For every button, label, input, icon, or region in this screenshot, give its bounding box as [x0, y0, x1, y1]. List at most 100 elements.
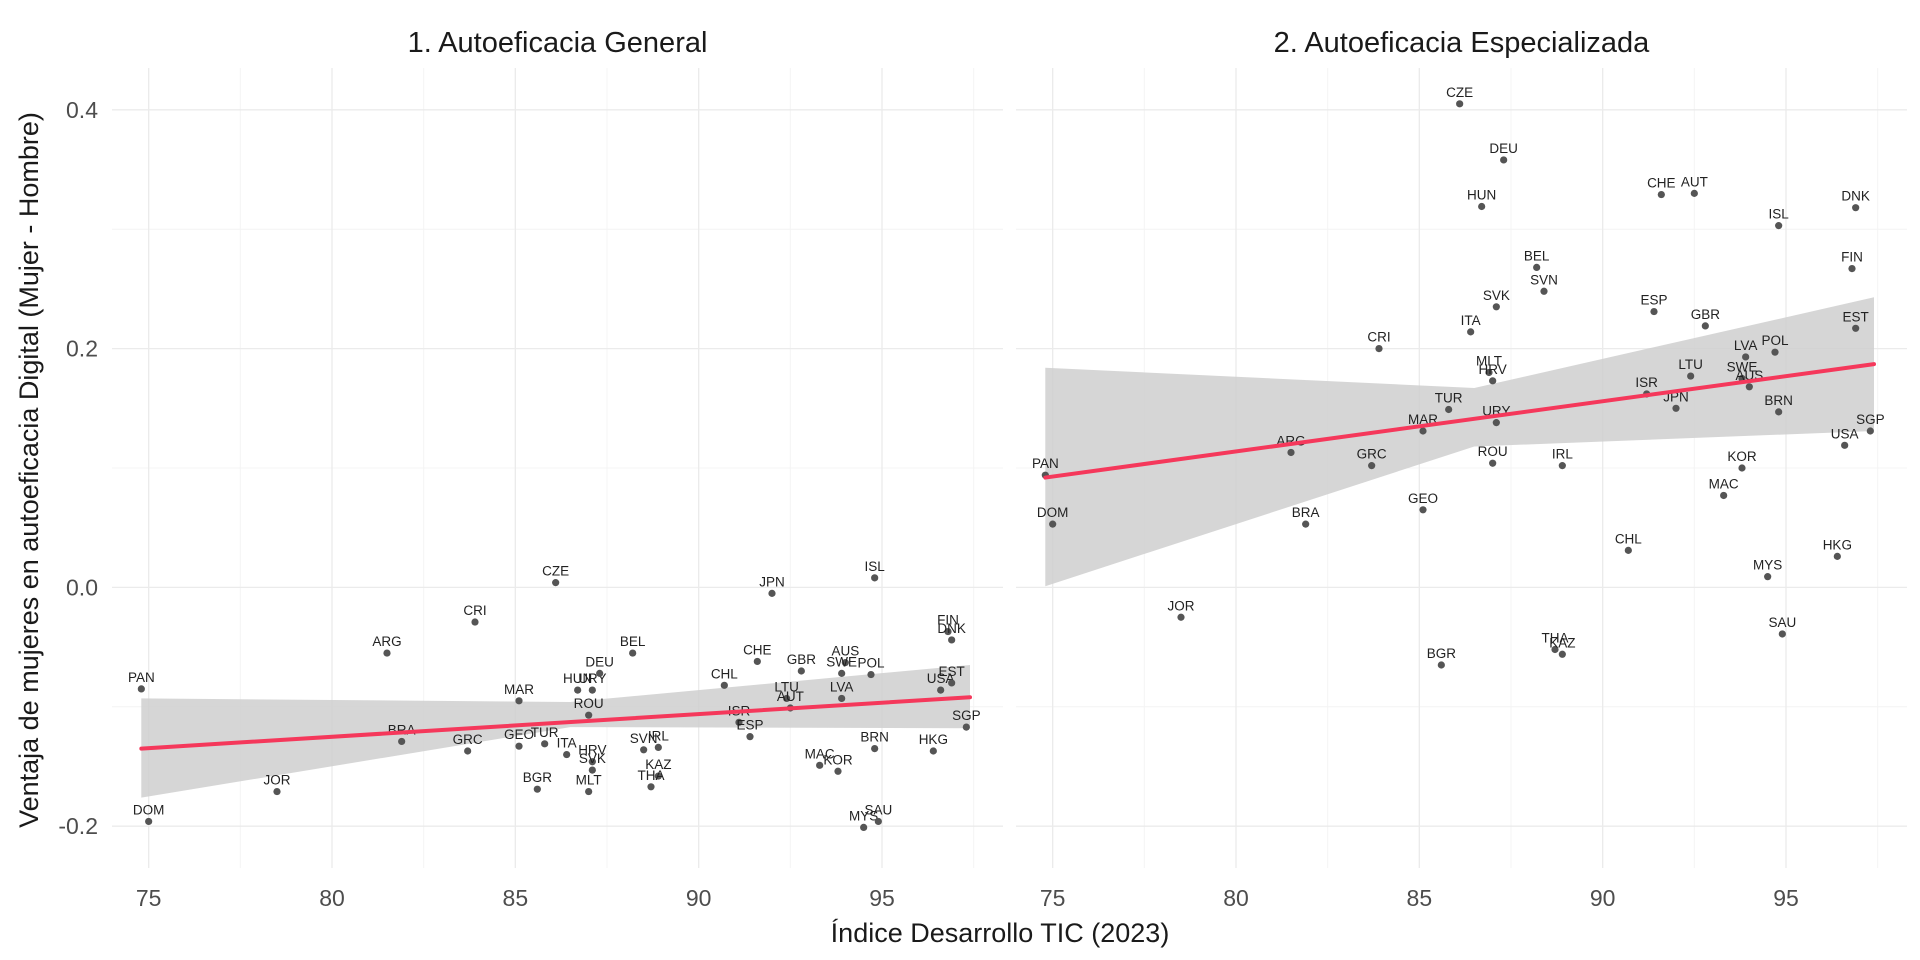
data-point-grc: [464, 747, 472, 755]
data-point-tur: [1445, 405, 1453, 414]
x-tick-label: 85: [503, 885, 529, 911]
data-point-che: [753, 657, 761, 666]
data-point-chl: [1624, 546, 1632, 554]
data-point-isr: [735, 718, 743, 726]
point-label-usa: USA: [927, 671, 955, 686]
point-label-jpn: JPN: [759, 574, 785, 589]
data-point-che: [1657, 190, 1665, 199]
data-point-jor: [273, 787, 281, 796]
point-label-aus: AUS: [831, 644, 859, 659]
data-point-dom: [1049, 520, 1057, 528]
point-label-che: CHE: [743, 642, 772, 657]
point-label-isr: ISR: [1635, 375, 1658, 390]
panels: PANDOMJORARGBRAGRCCRIMARGEOBGRTURCZEITAH…: [58, 27, 1907, 911]
y-axis-title: Ventaja de mujeres en autoeficacia Digit…: [14, 112, 44, 828]
data-point-mac: [1720, 491, 1728, 500]
data-point-cri: [471, 618, 479, 626]
point-label-esp: ESP: [736, 718, 763, 733]
data-point-chl: [720, 681, 728, 689]
point-label-esp: ESP: [1640, 293, 1667, 308]
x-tick-label: 90: [686, 885, 712, 911]
point-label-isl: ISL: [1769, 207, 1790, 222]
point-label-chl: CHL: [1615, 531, 1642, 546]
data-point-kor: [834, 767, 842, 775]
data-point-lva: [1742, 353, 1750, 361]
data-point-svk: [588, 766, 596, 774]
point-label-est: EST: [939, 664, 965, 679]
point-label-mac: MAC: [1709, 476, 1739, 491]
data-point-esp: [1650, 307, 1658, 316]
x-tick-label: 85: [1407, 885, 1433, 911]
data-point-hun: [574, 686, 582, 694]
point-label-deu: DEU: [585, 654, 614, 669]
point-label-jor: JOR: [264, 773, 291, 788]
data-point-bra: [398, 737, 406, 746]
data-point-pan: [137, 685, 145, 693]
point-label-tur: TUR: [1435, 390, 1463, 405]
point-label-mlt: MLT: [1476, 353, 1502, 368]
data-point-arg: [1287, 448, 1295, 457]
data-point-aus: [841, 659, 849, 667]
data-point-sau: [874, 817, 882, 826]
point-label-bgr: BGR: [1427, 646, 1457, 661]
point-label-dnk: DNK: [1841, 189, 1870, 204]
point-label-brn: BRN: [860, 730, 889, 745]
point-label-hun: HUN: [1467, 188, 1496, 203]
point-label-brn: BRN: [1764, 393, 1793, 408]
panel-2: PANDOMJORARGBRAGRCCRIMARGEOBGRTURCZEITAH…: [1016, 27, 1907, 911]
x-tick-label: 90: [1590, 885, 1616, 911]
data-point-ury: [1492, 419, 1500, 427]
point-label-hrv: HRV: [578, 743, 606, 758]
data-point-brn: [1775, 408, 1783, 416]
point-label-mys: MYS: [849, 808, 878, 823]
data-point-jor: [1177, 613, 1185, 621]
point-label-ltu: LTU: [774, 679, 799, 694]
data-point-tur: [541, 740, 549, 748]
point-label-irl: IRL: [648, 728, 670, 743]
data-point-bgr: [533, 785, 541, 793]
data-point-gbr: [797, 667, 805, 675]
data-point-esp: [746, 733, 754, 741]
data-point-svk: [1492, 303, 1500, 311]
point-label-cri: CRI: [463, 603, 486, 618]
data-point-ita: [1467, 328, 1475, 336]
point-label-dnk: DNK: [937, 621, 966, 636]
panel-title: 1. Autoeficacia General: [408, 27, 708, 59]
data-point-kor: [1738, 464, 1746, 472]
point-label-bel: BEL: [1524, 248, 1550, 263]
point-label-cze: CZE: [542, 564, 569, 579]
data-point-bgr: [1437, 661, 1445, 669]
x-tick-label: 80: [1223, 885, 1249, 911]
point-label-fin: FIN: [1841, 250, 1863, 265]
point-label-svk: SVK: [579, 751, 606, 766]
point-label-chl: CHL: [711, 666, 738, 681]
data-point-deu: [1500, 156, 1508, 164]
data-point-deu: [596, 669, 604, 677]
y-tick-label: 0.4: [66, 97, 98, 123]
point-label-swe: SWE: [1727, 359, 1758, 374]
point-label-hrv: HRV: [1479, 362, 1507, 377]
point-label-kor: KOR: [823, 752, 853, 767]
data-point-isl: [871, 574, 879, 582]
x-axis-title: Índice Desarrollo TIC (2023): [831, 918, 1170, 948]
point-label-fin: FIN: [937, 613, 959, 628]
confidence-band: [1045, 297, 1874, 587]
data-point-usa: [937, 686, 945, 694]
point-label-pan: PAN: [128, 670, 155, 685]
data-point-rou: [1489, 459, 1497, 467]
data-point-isl: [1775, 222, 1783, 230]
point-label-geo: GEO: [504, 727, 534, 742]
point-label-gbr: GBR: [1691, 307, 1721, 322]
point-label-rou: ROU: [574, 696, 604, 711]
data-point-cze: [1456, 100, 1464, 108]
point-label-sgp: SGP: [1856, 412, 1885, 427]
data-point-ltu: [783, 694, 791, 703]
point-label-kaz: KAZ: [1549, 635, 1575, 650]
data-point-est: [948, 679, 956, 687]
data-point-swe: [838, 669, 846, 677]
data-point-bel: [629, 649, 637, 657]
x-tick-label: 95: [869, 885, 895, 911]
point-label-lva: LVA: [830, 679, 854, 694]
panel-1: PANDOMJORARGBRAGRCCRIMARGEOBGRTURCZEITAH…: [58, 27, 1003, 911]
